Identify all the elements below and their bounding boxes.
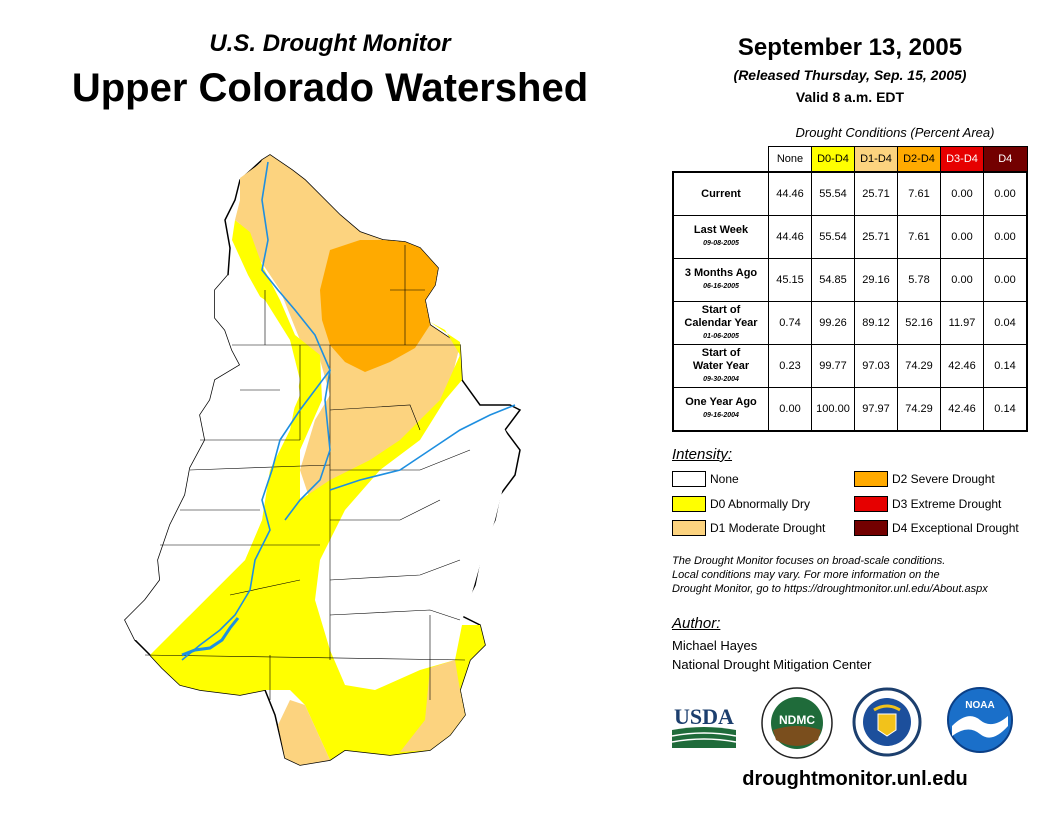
d1-region-southeast xyxy=(400,660,465,752)
table-cell: 7.61 xyxy=(897,171,941,216)
table-corner xyxy=(673,147,769,173)
table-cell: 0.00 xyxy=(940,215,984,259)
map-date: September 13, 2005 xyxy=(737,34,963,61)
col-header-d2: D2-D4 xyxy=(897,146,941,173)
table-cell: 0.00 xyxy=(983,215,1028,259)
intensity-label: Intensity: xyxy=(672,446,733,463)
table-cell: 55.54 xyxy=(811,215,855,259)
note-line: The Drought Monitor focuses on broad-sca… xyxy=(672,555,946,567)
table-cell: 97.03 xyxy=(854,344,898,388)
table-cell: 0.00 xyxy=(983,258,1028,302)
author-label: Author: xyxy=(672,615,721,632)
d2-region xyxy=(320,240,438,372)
legend-label: D1 Moderate Drought xyxy=(710,521,826,535)
table-cell: 42.46 xyxy=(940,387,984,432)
table-cell: 45.15 xyxy=(768,258,812,302)
ndmc-logo: NDMC xyxy=(761,687,833,759)
table-cell: 0.74 xyxy=(768,301,812,345)
county-lines xyxy=(144,245,471,700)
none-pocket-northwest xyxy=(235,162,268,240)
legend-swatch xyxy=(854,520,888,536)
row-label-start-of-water-year: Start of Water Year 09-30-2004 xyxy=(672,344,769,388)
table-cell: 0.00 xyxy=(940,171,984,216)
legend-swatch xyxy=(672,471,706,487)
col-header-d3: D3-D4 xyxy=(940,146,984,173)
doc-seal-logo xyxy=(852,687,922,757)
note-line: Drought Monitor, go to https://droughtmo… xyxy=(672,583,988,595)
drought-map xyxy=(124,154,522,766)
none-pocket-west xyxy=(125,275,300,640)
legend-swatch xyxy=(672,496,706,512)
table-cell: 89.12 xyxy=(854,301,898,345)
table-cell: 0.23 xyxy=(768,344,812,388)
table-cell: 74.29 xyxy=(897,387,941,432)
valid-time: Valid 8 a.m. EDT xyxy=(795,89,905,105)
legend-item-none: None xyxy=(672,471,739,487)
monitor-note: The Drought Monitor focuses on broad-sca… xyxy=(672,554,1042,596)
table-cell: 97.97 xyxy=(854,387,898,432)
footer-url[interactable]: droughtmonitor.unl.edu xyxy=(742,768,968,790)
table-cell: 100.00 xyxy=(811,387,855,432)
svg-text:USDA: USDA xyxy=(674,704,734,729)
legend-label: D3 Extreme Drought xyxy=(892,497,1002,511)
row-label-current: Current xyxy=(672,171,769,216)
table-cell: 99.26 xyxy=(811,301,855,345)
row-label-last-week: Last Week 09-08-2005 xyxy=(672,215,769,259)
legend-label: D0 Abnormally Dry xyxy=(710,497,811,511)
table-cell: 25.71 xyxy=(854,215,898,259)
d1-region-south xyxy=(278,700,330,765)
drought-conditions-table: None D0-D4 D1-D4 D2-D4 D3-D4 D4 Current … xyxy=(672,146,1028,432)
table-cell: 29.16 xyxy=(854,258,898,302)
row-label-3-months-ago: 3 Months Ago 06-16-2005 xyxy=(672,258,769,302)
table-cell: 54.85 xyxy=(811,258,855,302)
none-pocket-east xyxy=(320,420,515,685)
col-header-d1: D1-D4 xyxy=(854,146,898,173)
col-header-d0: D0-D4 xyxy=(811,146,855,173)
table-cell: 0.14 xyxy=(983,344,1028,388)
legend-item-d0: D0 Abnormally Dry xyxy=(672,496,810,512)
table-cell: 55.54 xyxy=(811,171,855,216)
table-cell: 0.00 xyxy=(940,258,984,302)
col-header-none: None xyxy=(768,146,812,173)
row-label-one-year-ago: One Year Ago 09-16-2004 xyxy=(672,387,769,432)
legend-item-d3: D3 Extreme Drought xyxy=(854,496,1001,512)
table-cell: 5.78 xyxy=(897,258,941,302)
table-cell: 7.61 xyxy=(897,215,941,259)
col-header-d4: D4 xyxy=(983,146,1028,173)
table-cell: 74.29 xyxy=(897,344,941,388)
legend-label: D4 Exceptional Drought xyxy=(892,521,1019,535)
table-cell: 44.46 xyxy=(768,215,812,259)
noaa-logo: NOAA xyxy=(947,687,1013,753)
svg-text:NOAA: NOAA xyxy=(965,700,994,711)
legend-swatch xyxy=(672,520,706,536)
note-line: Local conditions may vary. For more info… xyxy=(672,569,940,581)
legend-item-d2: D2 Severe Drought xyxy=(854,471,995,487)
legend-label: D2 Severe Drought xyxy=(892,472,995,486)
author-org: National Drought Mitigation Center xyxy=(672,657,872,672)
author-name: Michael Hayes xyxy=(672,638,758,653)
legend-item-d1: D1 Moderate Drought xyxy=(672,520,825,536)
legend-swatch xyxy=(854,496,888,512)
table-cell: 52.16 xyxy=(897,301,941,345)
table-cell: 0.04 xyxy=(983,301,1028,345)
row-label-start-of-calendar-year: Start of Calendar Year 01-06-2005 xyxy=(672,301,769,345)
table-cell: 99.77 xyxy=(811,344,855,388)
svg-text:NDMC: NDMC xyxy=(779,713,815,727)
rivers xyxy=(181,161,516,661)
table-cell: 0.00 xyxy=(983,171,1028,216)
map-title: Upper Colorado Watershed xyxy=(71,66,589,110)
legend-label: None xyxy=(710,472,739,486)
table-cell: 44.46 xyxy=(768,171,812,216)
map-subtitle: U.S. Drought Monitor xyxy=(209,30,451,57)
table-cell: 25.71 xyxy=(854,171,898,216)
table-caption: Drought Conditions (Percent Area) xyxy=(795,125,995,140)
table-cell: 42.46 xyxy=(940,344,984,388)
legend-item-d4: D4 Exceptional Drought xyxy=(854,520,1019,536)
table-cell: 0.14 xyxy=(983,387,1028,432)
legend-swatch xyxy=(854,471,888,487)
release-date: (Released Thursday, Sep. 15, 2005) xyxy=(733,67,967,83)
table-cell: 11.97 xyxy=(940,301,984,345)
table-cell: 0.00 xyxy=(768,387,812,432)
usda-logo: USDA xyxy=(671,704,737,748)
